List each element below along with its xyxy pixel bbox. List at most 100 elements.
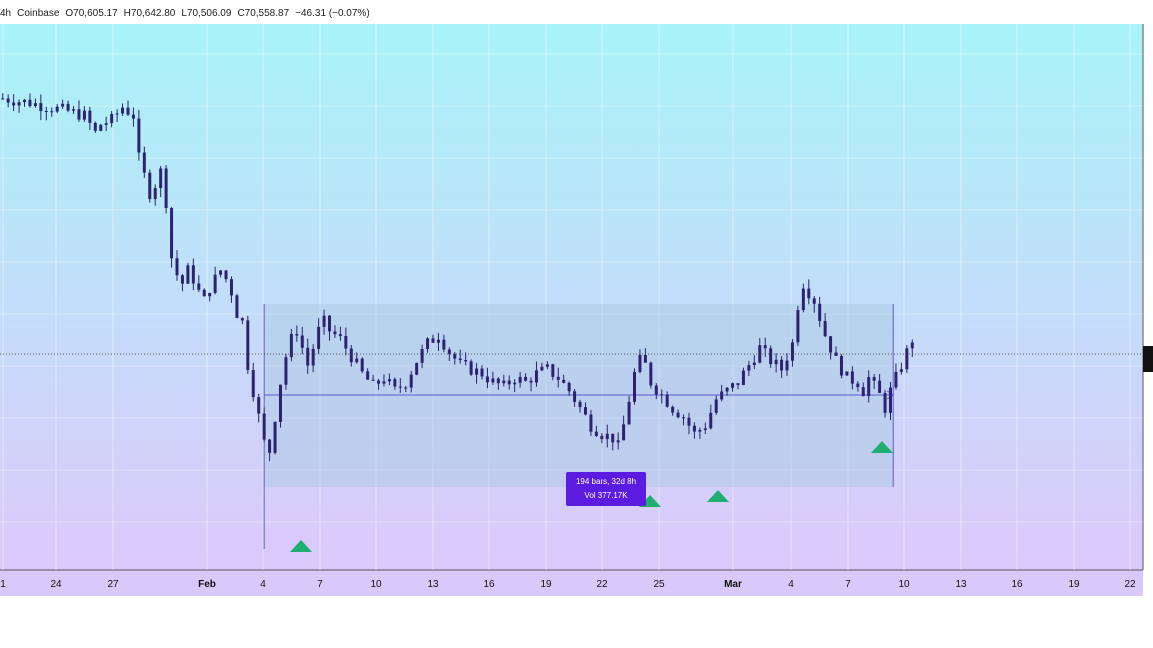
candle-body <box>426 338 430 349</box>
candle-body <box>61 103 65 107</box>
candle-body <box>894 371 898 388</box>
time-tick-label: 13 <box>955 579 967 590</box>
time-tick-label: 16 <box>483 579 495 590</box>
candle-body <box>39 103 43 111</box>
candle-body <box>496 378 500 384</box>
candle-body <box>409 374 413 388</box>
candle-body <box>888 387 892 413</box>
time-tick-label: 1 <box>0 579 6 590</box>
candle-body <box>905 348 909 370</box>
candle-body <box>839 355 843 376</box>
time-tick-label: 4 <box>788 579 794 590</box>
candle-body <box>1 98 5 100</box>
exchange-label: Coinbase <box>17 8 60 19</box>
candle-body <box>50 111 54 113</box>
candle-body <box>513 382 517 385</box>
candle-body <box>469 361 473 375</box>
candle-body <box>268 439 272 453</box>
candle-body <box>731 383 735 388</box>
time-tick-label: 19 <box>540 579 552 590</box>
candle-body <box>398 386 402 388</box>
candle-body <box>850 371 854 384</box>
candle-body <box>197 283 201 290</box>
candle-body <box>671 406 675 413</box>
candle-body <box>600 435 604 440</box>
candle-body <box>594 431 598 436</box>
candle-body <box>131 114 135 119</box>
candle-body <box>464 360 468 362</box>
price-chart[interactable]: 1 24 27 Feb 4 7 10 13 16 19 22 25 Mar 4 7 10 13 16 19 22 <box>0 24 1153 596</box>
candle-body <box>246 320 250 371</box>
candles <box>1 93 914 462</box>
candle-body <box>687 417 691 426</box>
candle-body <box>317 326 321 349</box>
candle-body <box>747 365 751 371</box>
candle-body <box>360 358 364 372</box>
triangle-up-icon <box>871 441 893 453</box>
candle-body <box>698 429 702 432</box>
candle-body <box>682 417 686 419</box>
candle-body <box>616 440 620 443</box>
candle-body <box>774 359 778 365</box>
candle-body <box>175 258 179 276</box>
candle-body <box>573 391 577 402</box>
candle-body <box>186 265 190 284</box>
candle-body <box>583 407 587 415</box>
candle-body <box>649 362 653 386</box>
time-axis-panel <box>0 570 1143 596</box>
candle-body <box>622 424 626 441</box>
time-tick-label: 4 <box>260 579 266 590</box>
candle-body <box>829 336 833 353</box>
candle-body <box>529 380 533 383</box>
candle-body <box>720 391 724 400</box>
candle-body <box>328 315 332 332</box>
candle-body <box>344 335 348 349</box>
bars-label: 194 bars, 32d 8h <box>575 477 637 486</box>
high-value: H70,642.80 <box>123 8 176 19</box>
close-value: C70,558.87 <box>237 8 290 19</box>
chart-frame[interactable]: 1 24 27 Feb 4 7 10 13 16 19 22 25 Mar 4 7 10 13 16 19 22 <box>0 24 1153 596</box>
candle-body <box>338 334 342 336</box>
candle-body <box>801 288 805 311</box>
candle-body <box>164 168 168 208</box>
candle-body <box>273 421 277 453</box>
candle-body <box>812 298 816 304</box>
candle-body <box>818 303 822 322</box>
candle-body <box>562 379 566 383</box>
candle-body <box>278 384 282 422</box>
candle-body <box>88 110 92 123</box>
candle-body <box>180 275 184 284</box>
candle-body <box>524 376 528 381</box>
candle-body <box>159 168 163 189</box>
candle-body <box>300 335 304 348</box>
measure-range[interactable] <box>263 304 895 549</box>
candle-body <box>153 188 157 200</box>
candle-body <box>534 370 538 383</box>
candle-body <box>714 399 718 413</box>
candle-body <box>148 172 152 200</box>
time-tick-label: 27 <box>107 579 119 590</box>
candle-body <box>442 339 446 350</box>
grid-lines <box>0 24 1143 570</box>
candle-body <box>17 102 21 106</box>
time-tick-label: 7 <box>845 579 851 590</box>
change-value: −46.31 (−0.07%) <box>295 8 370 19</box>
candle-body <box>709 412 713 429</box>
candle-body <box>349 348 353 363</box>
candle-body <box>518 376 522 383</box>
candle-body <box>126 107 130 115</box>
candle-body <box>142 152 146 173</box>
candle-body <box>12 102 16 106</box>
candle-body <box>355 358 359 363</box>
time-tick-label: 10 <box>898 579 910 590</box>
triangle-up-icon <box>707 490 729 502</box>
candle-body <box>77 109 81 120</box>
candle-body <box>578 401 582 408</box>
candle-body <box>377 380 381 384</box>
candle-body <box>627 401 631 425</box>
candle-body <box>202 289 206 297</box>
time-tick-label: 22 <box>596 579 608 590</box>
candle-body <box>453 354 457 359</box>
candle-body <box>763 345 767 349</box>
candle-body <box>834 352 838 356</box>
